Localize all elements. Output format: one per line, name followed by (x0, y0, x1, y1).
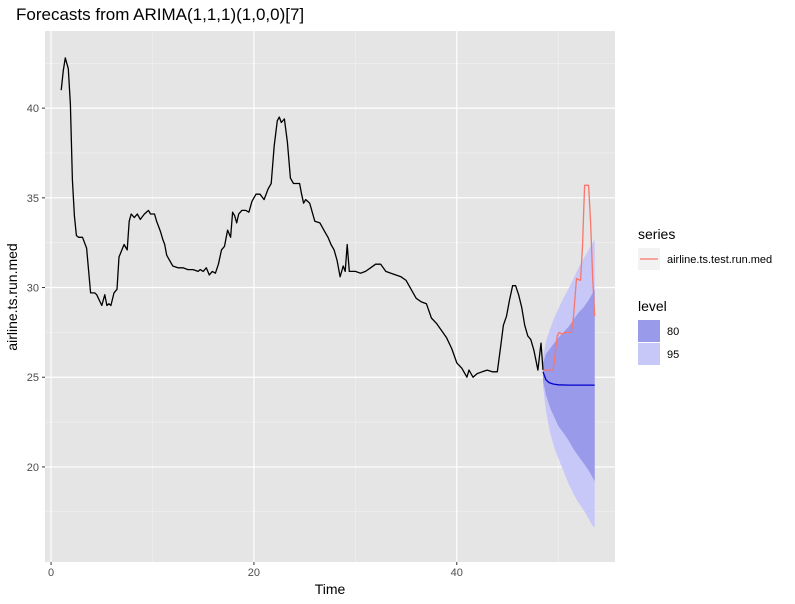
plot-panel: 0 20 40 20 25 30 35 40 (27, 31, 615, 579)
x-tick-label: 20 (248, 567, 260, 579)
x-axis-title: Time (315, 581, 346, 597)
x-tick-label: 0 (48, 567, 54, 579)
history-line (60, 57, 544, 378)
y-axis-title: airline.ts.run.med (4, 243, 20, 350)
chart-title: Forecasts from ARIMA(1,1,1)(1,0,0)[7] (16, 5, 304, 24)
forecast-mean-line (542, 371, 595, 386)
y-tick-label: 30 (27, 283, 39, 295)
x-tick-label: 40 (451, 567, 463, 579)
y-tick-label: 40 (27, 103, 39, 115)
y-tick-label: 25 (27, 372, 39, 384)
test-series-line (543, 184, 596, 371)
legend-label-test-series: airline.ts.test.run.med (667, 254, 772, 266)
legend-level-title: level (638, 298, 667, 314)
legend-level: level 80 95 (638, 298, 679, 365)
y-tick-label: 35 (27, 193, 39, 205)
y-tick-label: 20 (27, 462, 39, 474)
legend-label-95: 95 (667, 349, 679, 361)
legend-label-80: 80 (667, 326, 679, 338)
legend-series: series airline.ts.test.run.med (638, 226, 772, 270)
legend-series-title: series (638, 226, 675, 242)
legend-key-95 (638, 343, 660, 365)
plot-background (45, 31, 615, 562)
legend-key-80 (638, 320, 660, 342)
